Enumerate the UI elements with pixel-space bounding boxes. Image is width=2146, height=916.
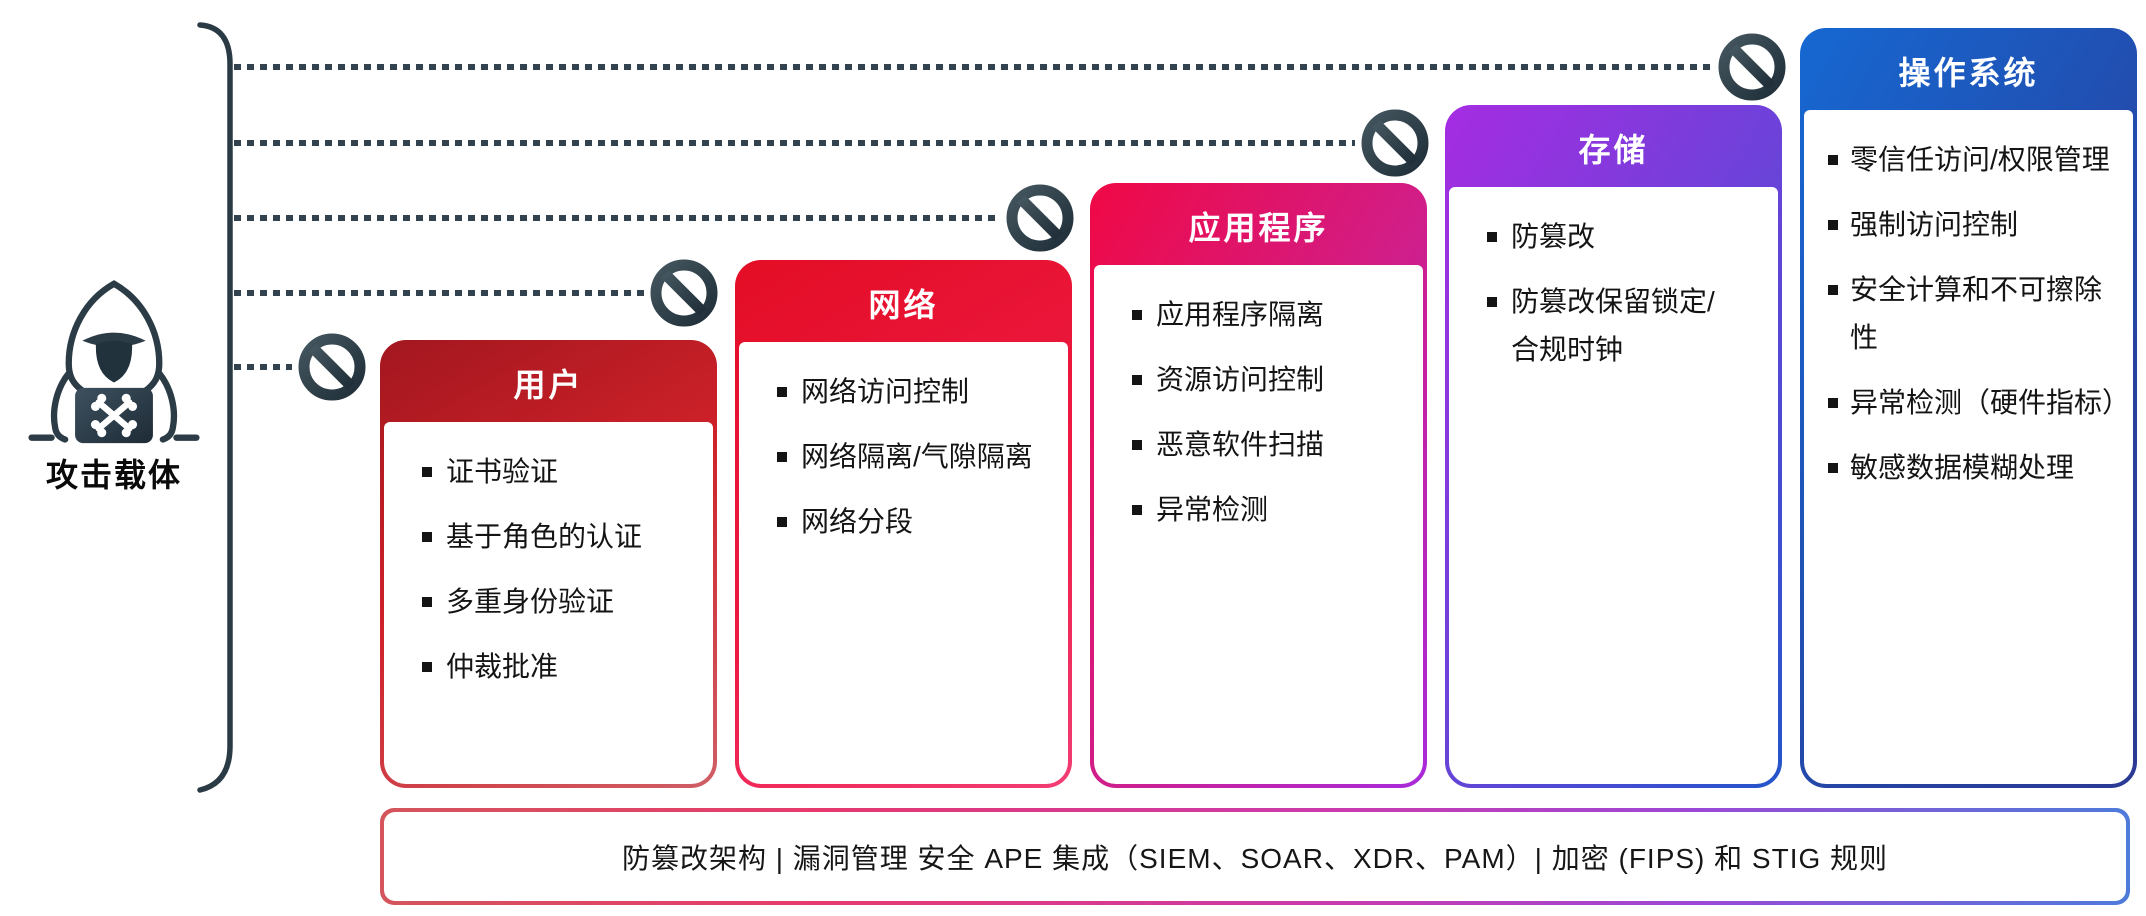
attack-line-network bbox=[234, 290, 644, 296]
bullet-square-icon bbox=[422, 597, 432, 607]
layer-item: 证书验证 bbox=[422, 448, 703, 496]
layer-card-os-body: 零信任访问/权限管理 强制访问控制 安全计算和不可擦除性 异常检测（硬件指标） … bbox=[1804, 110, 2133, 784]
no-entry-icon-storage bbox=[1361, 109, 1429, 177]
bullet-square-icon bbox=[422, 467, 432, 477]
layer-item: 异常检测 bbox=[1132, 486, 1413, 534]
layer-item: 安全计算和不可擦除性 bbox=[1828, 266, 2123, 362]
bullet-square-icon bbox=[777, 387, 787, 397]
layer-item: 防篡改保留锁定/合规时钟 bbox=[1487, 278, 1768, 374]
layer-item: 应用程序隔离 bbox=[1132, 291, 1413, 339]
layer-item: 仲裁批准 bbox=[422, 643, 703, 691]
bullet-square-icon bbox=[422, 662, 432, 672]
layer-item: 网络分段 bbox=[777, 498, 1058, 546]
no-entry-icon-application bbox=[1006, 184, 1074, 252]
bullet-square-icon bbox=[1487, 297, 1497, 307]
bullet-square-icon bbox=[1132, 310, 1142, 320]
bullet-square-icon bbox=[1828, 398, 1838, 408]
attack-brace bbox=[197, 22, 233, 793]
layer-item: 恶意软件扫描 bbox=[1132, 421, 1413, 469]
bullet-square-icon bbox=[422, 532, 432, 542]
bullet-square-icon bbox=[1828, 285, 1838, 295]
attack-line-os bbox=[234, 64, 1712, 70]
layer-item: 零信任访问/权限管理 bbox=[1828, 136, 2123, 184]
layer-item: 网络访问控制 bbox=[777, 368, 1058, 416]
attack-line-user bbox=[234, 364, 292, 370]
layer-item: 多重身份验证 bbox=[422, 578, 703, 626]
no-entry-icon-os bbox=[1718, 33, 1786, 101]
bullet-square-icon bbox=[1132, 440, 1142, 450]
layer-item: 强制访问控制 bbox=[1828, 201, 2123, 249]
layer-card-os: 操作系统 零信任访问/权限管理 强制访问控制 安全计算和不可擦除性 异常检测（硬… bbox=[1800, 28, 2137, 788]
layer-card-user-body: 证书验证 基于角色的认证 多重身份验证 仲裁批准 bbox=[384, 422, 713, 784]
layer-card-os-title: 操作系统 bbox=[1898, 55, 2039, 91]
layer-item: 敏感数据模糊处理 bbox=[1828, 444, 2123, 492]
bullet-square-icon bbox=[1132, 505, 1142, 515]
no-entry-icon-network bbox=[650, 259, 718, 327]
foundation-banner: 防篡改架构 | 漏洞管理 安全 APE 集成（SIEM、SOAR、XDR、PAM… bbox=[380, 808, 2130, 905]
layer-item: 网络隔离/气隙隔离 bbox=[777, 433, 1058, 481]
layer-item: 防篡改 bbox=[1487, 213, 1768, 261]
layer-card-application-body: 应用程序隔离 资源访问控制 恶意软件扫描 异常检测 bbox=[1094, 265, 1423, 784]
bullet-square-icon bbox=[1132, 375, 1142, 385]
no-entry-icon-user bbox=[298, 333, 366, 401]
layer-card-storage-body: 防篡改 防篡改保留锁定/合规时钟 bbox=[1449, 187, 1778, 784]
attacker-hacker-icon bbox=[28, 280, 200, 444]
bullet-square-icon bbox=[1828, 155, 1838, 165]
layer-card-network-title: 网络 bbox=[868, 287, 939, 323]
layer-card-user: 用户 证书验证 基于角色的认证 多重身份验证 仲裁批准 bbox=[380, 340, 717, 788]
layer-card-application-title: 应用程序 bbox=[1188, 210, 1329, 246]
bullet-square-icon bbox=[1487, 232, 1497, 242]
foundation-banner-text: 防篡改架构 | 漏洞管理 安全 APE 集成（SIEM、SOAR、XDR、PAM… bbox=[384, 812, 2126, 901]
layer-item: 资源访问控制 bbox=[1132, 356, 1413, 404]
layer-card-storage: 存储 防篡改 防篡改保留锁定/合规时钟 bbox=[1445, 105, 1782, 788]
bullet-square-icon bbox=[777, 517, 787, 527]
bullet-square-icon bbox=[1828, 220, 1838, 230]
layer-card-storage-title: 存储 bbox=[1578, 132, 1649, 168]
layer-item: 异常检测（硬件指标） bbox=[1828, 379, 2130, 427]
layer-card-application: 应用程序 应用程序隔离 资源访问控制 恶意软件扫描 异常检测 bbox=[1090, 183, 1427, 788]
attack-line-application bbox=[234, 215, 1000, 221]
layer-card-network: 网络 网络访问控制 网络隔离/气隙隔离 网络分段 bbox=[735, 260, 1072, 788]
layer-item: 基于角色的认证 bbox=[422, 513, 703, 561]
layer-card-user-title: 用户 bbox=[513, 367, 584, 403]
attack-line-storage bbox=[234, 140, 1355, 146]
attacker-label: 攻击载体 bbox=[45, 457, 182, 493]
layer-card-network-body: 网络访问控制 网络隔离/气隙隔离 网络分段 bbox=[739, 342, 1068, 784]
bullet-square-icon bbox=[1828, 463, 1838, 473]
bullet-square-icon bbox=[777, 452, 787, 462]
